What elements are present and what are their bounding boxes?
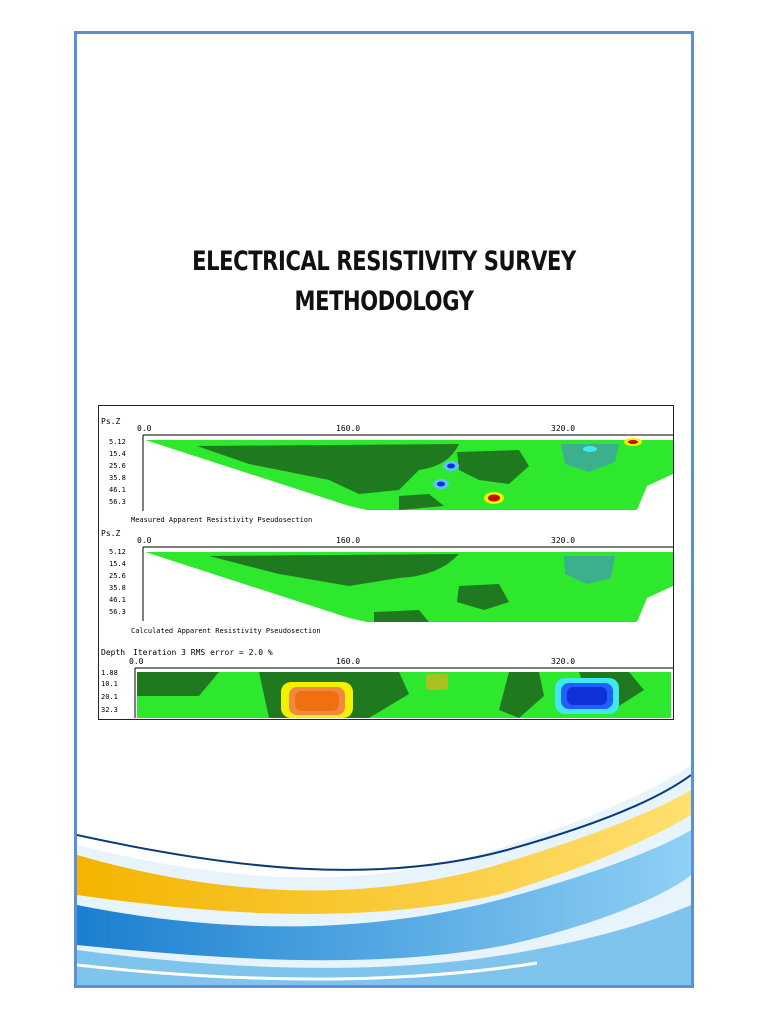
panel-2-dark-zone-3 bbox=[374, 610, 429, 622]
panel-2-left-mask bbox=[145, 552, 349, 618]
wave-dark-line bbox=[77, 774, 691, 871]
panel-1-ytick-1: 15.4 bbox=[109, 450, 126, 458]
panel-3-orange-anomaly bbox=[295, 691, 339, 711]
panel-2-caption: Calculated Apparent Resistivity Pseudose… bbox=[131, 627, 321, 635]
panel-1-blue-spot-1 bbox=[447, 463, 455, 469]
document-title: ELECTRICAL RESISTIVITY SURVEY METHODOLOG… bbox=[145, 242, 624, 322]
panel-measured: Ps.Z 0.0 160.0 320.0 5.12 15.4 25.6 35.8… bbox=[101, 417, 673, 524]
panel-2-teal-zone bbox=[564, 556, 615, 584]
page-frame: ELECTRICAL RESISTIVITY SURVEY METHODOLOG… bbox=[74, 31, 694, 988]
panel-1-ytick-4: 46.1 bbox=[109, 486, 126, 494]
title-line-1: ELECTRICAL RESISTIVITY SURVEY bbox=[192, 246, 576, 277]
panel-2-right-mask bbox=[637, 586, 673, 622]
panel-2-xtick-2: 320.0 bbox=[551, 536, 575, 545]
panel-1-dark-zone-3 bbox=[457, 450, 529, 484]
panel-1-right-mask bbox=[637, 474, 673, 510]
panel-2-ytick-0: 5.12 bbox=[109, 548, 126, 556]
panel-3-olive-spot bbox=[426, 674, 448, 690]
panel-1-xtick-1: 160.0 bbox=[336, 424, 360, 433]
panel-1-cyan-spot bbox=[583, 446, 597, 452]
panel-3-xtick-2: 320.0 bbox=[551, 657, 575, 666]
panel-2-axis-label: Ps.Z bbox=[101, 529, 120, 538]
panel-3-ytick-2: 20.1 bbox=[101, 693, 118, 701]
panel-1-ytick-0: 5.12 bbox=[109, 438, 126, 446]
panel-3-ytick-1: 10.1 bbox=[101, 680, 118, 688]
panel-2-xtick-0: 0.0 bbox=[137, 536, 152, 545]
panel-3-dark-zone-2 bbox=[499, 672, 544, 718]
panel-3-header: Iteration 3 RMS error = 2.0 % bbox=[133, 648, 273, 657]
panel-1-red-spot bbox=[488, 494, 500, 502]
panel-1-ytick-3: 35.8 bbox=[109, 474, 126, 482]
figure-svg: Ps.Z 0.0 160.0 320.0 5.12 15.4 25.6 35.8… bbox=[101, 417, 673, 718]
panel-2-ytick-4: 46.1 bbox=[109, 596, 126, 604]
panel-1-axis-label: Ps.Z bbox=[101, 417, 120, 426]
wave-yellow-band bbox=[77, 790, 691, 914]
title-line-2: METHODOLOGY bbox=[294, 286, 474, 317]
panel-2-ytick-1: 15.4 bbox=[109, 560, 126, 568]
panel-1-dark-zone-2 bbox=[399, 494, 444, 510]
panel-inverse-model: Depth Iteration 3 RMS error = 2.0 % 0.0 … bbox=[101, 648, 673, 718]
panel-1-teal-zone bbox=[561, 444, 619, 472]
panel-2-xtick-1: 160.0 bbox=[336, 536, 360, 545]
panel-1-xtick-0: 0.0 bbox=[137, 424, 152, 433]
panel-2-dark-zone-2 bbox=[457, 584, 509, 610]
panel-2-dark-zone bbox=[209, 554, 459, 586]
panel-3-xtick-1: 160.0 bbox=[336, 657, 360, 666]
resistivity-figure: Ps.Z 0.0 160.0 320.0 5.12 15.4 25.6 35.8… bbox=[98, 405, 674, 720]
panel-2-ytick-2: 25.6 bbox=[109, 572, 126, 580]
panel-1-left-mask bbox=[145, 440, 349, 506]
panel-3-ytick-0: 1.88 bbox=[101, 669, 118, 677]
panel-2-ytick-5: 56.3 bbox=[109, 608, 126, 616]
panel-calculated: Ps.Z 0.0 160.0 320.0 5.12 15.4 25.6 35.8… bbox=[101, 529, 673, 635]
wave-white-line bbox=[77, 961, 538, 981]
panel-3-ytick-3: 32.3 bbox=[101, 706, 118, 714]
panel-3-dark-zone-4 bbox=[137, 672, 219, 696]
wave-blue-band bbox=[77, 830, 691, 961]
panel-1-ytick-2: 25.6 bbox=[109, 462, 126, 470]
panel-1-blue-spot-2 bbox=[437, 481, 445, 487]
wave-lower-band bbox=[77, 905, 691, 985]
panel-2-ytick-3: 35.8 bbox=[109, 584, 126, 592]
panel-3-axis-label: Depth bbox=[101, 648, 125, 657]
decorative-wave bbox=[77, 765, 691, 985]
panel-1-xtick-2: 320.0 bbox=[551, 424, 575, 433]
panel-1-dark-zone bbox=[197, 444, 459, 494]
panel-3-xtick-0: 0.0 bbox=[129, 657, 144, 666]
panel-1-ytick-5: 56.3 bbox=[109, 498, 126, 506]
panel-1-caption: Measured Apparent Resistivity Pseudosect… bbox=[131, 516, 312, 524]
panel-3-blue-anomaly bbox=[567, 687, 607, 705]
panel-1-top-red-spot bbox=[628, 440, 638, 444]
